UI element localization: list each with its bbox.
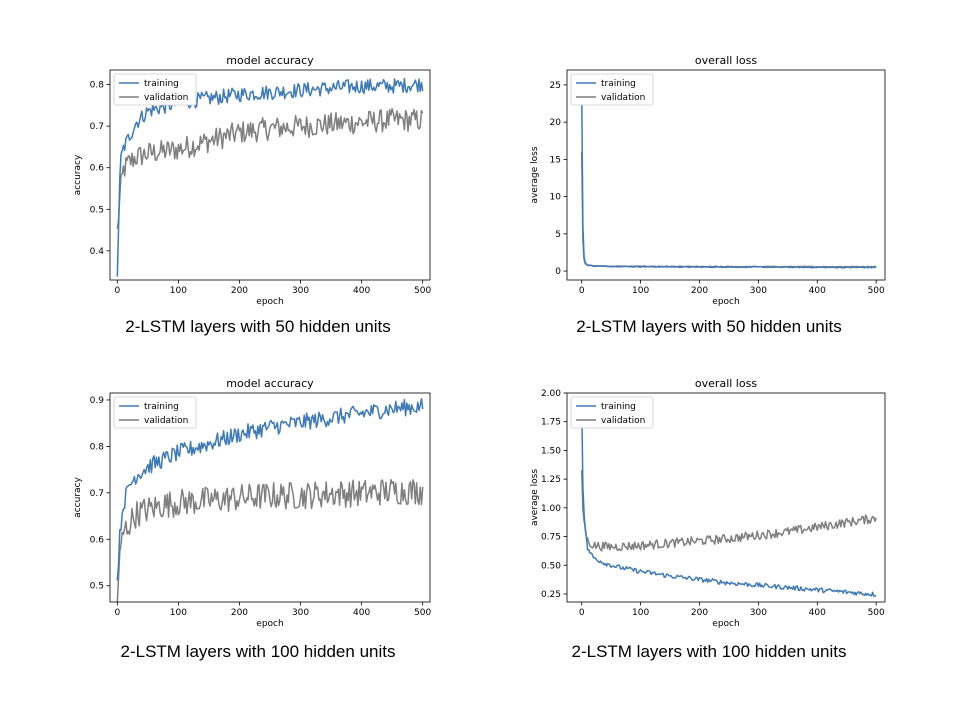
x-tick-label: 300: [292, 286, 309, 296]
x-tick-label: 500: [868, 286, 885, 296]
legend-label-training: training: [601, 79, 636, 89]
chart-title: overall loss: [695, 377, 757, 390]
x-axis-label: epoch: [256, 619, 283, 629]
chart-title: model accuracy: [226, 377, 314, 390]
y-axis-label: accuracy: [73, 477, 83, 518]
y-tick-label: 1.75: [541, 418, 561, 428]
legend-label-training: training: [144, 79, 179, 89]
legend-label-training: training: [144, 402, 179, 412]
panel-loss-100: overall loss 0 100 200 300 400 500 0.25 0.50 0.75…: [530, 377, 886, 661]
y-tick-label: 0.7: [90, 489, 104, 499]
legend: training validation: [570, 396, 654, 429]
y-tick-label: 0.8: [90, 81, 105, 91]
series-lines: [580, 88, 877, 269]
y-tick-label: 0.6: [90, 535, 105, 545]
y-tick-label: 25: [550, 81, 561, 91]
y-axis-label: average loss: [530, 469, 540, 526]
y-tick-label: 1.00: [541, 504, 561, 514]
x-axis-label: epoch: [712, 297, 739, 307]
x-tick-label: 500: [414, 608, 431, 618]
x-axis-label: epoch: [712, 619, 739, 629]
y-tick-label: 0.50: [541, 561, 561, 571]
y-tick-label: 1.25: [541, 475, 561, 485]
x-axis-label: epoch: [256, 297, 283, 307]
y-tick-label: 2.00: [541, 389, 561, 399]
x-tick-label: 100: [170, 608, 187, 618]
x-tick-label: 500: [868, 608, 885, 618]
x-tick-label: 300: [292, 608, 309, 618]
series-lines: [116, 77, 424, 277]
x-tick-label: 400: [353, 286, 370, 296]
panel-accuracy-100: model accuracy 0 100 200 300 400 500 0.5 0.6 0.7 0…: [73, 377, 432, 661]
series-line-validation: [580, 151, 877, 268]
chart-caption: 2-LSTM layers with 50 hidden units: [125, 317, 391, 336]
y-tick-label: 0.4: [90, 247, 105, 257]
x-tick-label: 300: [750, 608, 767, 618]
y-tick-label: 0.6: [90, 164, 105, 174]
y-tick-label: 1.50: [541, 446, 561, 456]
y-tick-label: 15: [550, 155, 561, 165]
y-tick-label: 0.5: [90, 582, 104, 592]
series-line-training: [116, 397, 424, 581]
series-line-validation: [580, 470, 877, 552]
legend-label-training: training: [601, 402, 636, 412]
x-tick-label: 0: [114, 286, 120, 296]
series-line-validation: [116, 107, 424, 229]
x-tick-label: 400: [353, 608, 370, 618]
y-tick-label: 20: [550, 118, 562, 128]
legend: training validation: [113, 396, 197, 429]
panel-loss-50: overall loss 0 100 200 300 400 500 0 5 10 15 20 25 ep…: [530, 54, 886, 336]
x-tick-label: 0: [579, 608, 585, 618]
plot-frame: [109, 69, 431, 281]
legend: training validation: [570, 73, 654, 106]
plot-frame: [566, 392, 886, 603]
series-lines: [580, 399, 877, 597]
x-tick-label: 400: [809, 608, 826, 618]
x-tick-label: 500: [414, 286, 431, 296]
plot-frame: [109, 392, 431, 603]
series-line-training: [580, 88, 877, 269]
x-tick-label: 0: [114, 608, 120, 618]
y-axis-label: accuracy: [73, 154, 83, 195]
series-line-validation: [116, 478, 424, 602]
legend-label-validation: validation: [601, 416, 645, 426]
x-tick-label: 200: [691, 608, 708, 618]
series-line-training: [116, 77, 424, 277]
y-tick-label: 0: [555, 267, 561, 277]
y-tick-label: 0.8: [90, 442, 105, 452]
legend-label-validation: validation: [144, 416, 188, 426]
chart-title: overall loss: [695, 54, 757, 67]
y-tick-label: 0.25: [541, 590, 561, 600]
legend: training validation: [113, 73, 197, 106]
x-tick-label: 100: [170, 286, 187, 296]
x-tick-label: 100: [632, 286, 649, 296]
legend-label-validation: validation: [601, 93, 645, 103]
x-tick-label: 300: [750, 286, 767, 296]
legend-label-validation: validation: [144, 93, 188, 103]
y-tick-label: 0.5: [90, 205, 104, 215]
y-tick-label: 0.9: [90, 396, 105, 406]
x-tick-label: 200: [691, 286, 708, 296]
chart-caption: 2-LSTM layers with 100 hidden units: [572, 642, 847, 661]
chart-caption: 2-LSTM layers with 100 hidden units: [121, 642, 396, 661]
y-axis-label: average loss: [530, 146, 540, 203]
plot-frame: [566, 69, 886, 281]
x-tick-label: 200: [231, 608, 248, 618]
x-tick-label: 200: [231, 286, 248, 296]
y-tick-label: 0.75: [541, 533, 561, 543]
x-tick-label: 0: [579, 286, 585, 296]
y-tick-label: 10: [550, 193, 562, 203]
y-tick-label: 5: [555, 230, 561, 240]
chart-title: model accuracy: [226, 54, 314, 67]
series-lines: [116, 397, 424, 602]
chart-caption: 2-LSTM layers with 50 hidden units: [576, 317, 842, 336]
x-tick-label: 400: [809, 286, 826, 296]
y-tick-label: 0.7: [90, 122, 104, 132]
x-tick-label: 100: [632, 608, 649, 618]
panel-accuracy-50: model accuracy 0 100 200 300 400 500 0.4 0.5 0.6 0…: [73, 54, 432, 336]
series-line-training: [580, 399, 877, 597]
